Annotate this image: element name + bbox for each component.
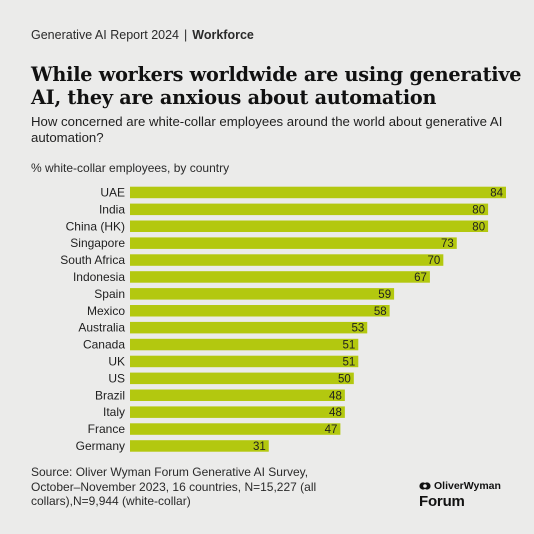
bar xyxy=(130,288,395,300)
category-label: South Africa xyxy=(60,253,125,267)
value-label: 48 xyxy=(329,407,342,419)
bar xyxy=(130,321,368,334)
category-label: Spain xyxy=(94,287,125,301)
value-label: 70 xyxy=(428,255,441,267)
value-label: 51 xyxy=(342,340,355,352)
value-label: 50 xyxy=(338,373,351,385)
chart-title: While workers worldwide are using genera… xyxy=(31,63,522,109)
bar xyxy=(130,372,354,385)
bar xyxy=(130,338,359,351)
value-label: 80 xyxy=(472,221,485,233)
category-label: Mexico xyxy=(87,304,125,318)
category-label: Singapore xyxy=(70,236,125,250)
category-label: Brazil xyxy=(95,388,125,402)
section-name: Workforce xyxy=(192,28,254,42)
brand-row: OliverWyman xyxy=(419,480,519,492)
category-label: Italy xyxy=(103,405,125,419)
value-label: 80 xyxy=(472,204,485,216)
report-header: Generative AI Report 2024 | Workforce xyxy=(31,28,254,42)
source-note: Source: Oliver Wyman Forum Generative AI… xyxy=(31,465,317,508)
category-label: Australia xyxy=(78,321,125,335)
logo: OliverWyman Forum xyxy=(419,480,519,510)
category-label: Canada xyxy=(83,338,125,352)
category-label: India xyxy=(99,202,125,216)
bar xyxy=(130,220,489,232)
value-label: 53 xyxy=(351,323,364,335)
bar xyxy=(130,406,345,418)
value-axis-note: % white-collar employees, by country xyxy=(31,161,230,175)
value-label: 31 xyxy=(253,441,266,453)
category-label: UAE xyxy=(100,185,125,199)
chart-subtitle: How concerned are white-collar employees… xyxy=(31,114,503,145)
category-label: Germany xyxy=(76,439,125,453)
value-label: 84 xyxy=(490,187,503,199)
brand-name: OliverWyman xyxy=(434,480,501,492)
bar xyxy=(130,186,506,199)
bar xyxy=(130,355,359,368)
bar xyxy=(130,254,444,266)
bar xyxy=(130,440,269,452)
brand-forum: Forum xyxy=(419,493,465,510)
brand-mark-icon xyxy=(419,482,431,490)
header-separator: | xyxy=(184,28,188,42)
value-label: 67 xyxy=(414,272,427,284)
value-label: 58 xyxy=(374,306,387,318)
bar xyxy=(130,203,489,216)
category-label: Indonesia xyxy=(73,270,125,284)
category-label: US xyxy=(108,371,125,385)
value-label: 59 xyxy=(378,289,391,301)
value-label: 47 xyxy=(325,424,338,436)
category-label: UK xyxy=(108,354,125,368)
value-label: 51 xyxy=(342,356,355,368)
category-label: China (HK) xyxy=(66,219,125,233)
bar xyxy=(130,423,341,435)
bar xyxy=(130,305,390,317)
category-label: France xyxy=(88,422,126,436)
value-label: 48 xyxy=(329,390,342,402)
bar xyxy=(130,237,457,249)
bar xyxy=(130,389,345,401)
value-label: 73 xyxy=(441,238,454,250)
report-name: Generative AI Report 2024 xyxy=(31,28,180,42)
bar xyxy=(130,271,430,283)
